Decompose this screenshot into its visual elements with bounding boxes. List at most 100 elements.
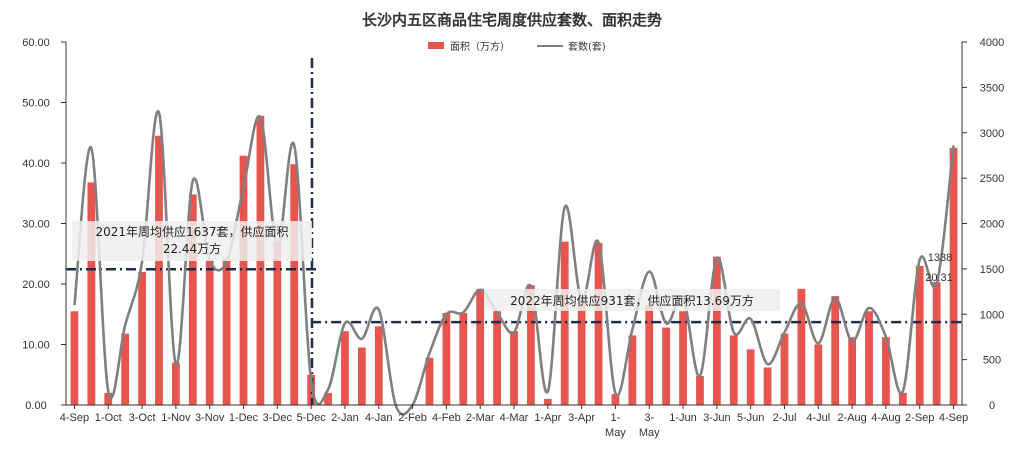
- y-left-tick-label: 50.00: [22, 98, 50, 110]
- x-tick-label: 3-May: [639, 412, 660, 439]
- y-left-tick-label: 40.00: [22, 158, 50, 170]
- bar: [679, 311, 687, 405]
- bar: [87, 182, 96, 405]
- x-tick-label: 3-Oct: [129, 412, 156, 424]
- y-right-tick-label: 2500: [980, 173, 1004, 185]
- y-left-tick-label: 60.00: [22, 37, 50, 49]
- x-tick-label: 5-Dec: [296, 412, 326, 424]
- bar: [324, 392, 332, 405]
- bar: [104, 392, 113, 405]
- x-tick-label: 4-Feb: [432, 412, 461, 424]
- y-left-tick-label: 30.00: [22, 219, 50, 231]
- x-tick-label: 4-Jan: [365, 412, 393, 424]
- x-tick-label: 3-Apr: [568, 412, 595, 424]
- legend-bar-swatch: [428, 42, 444, 49]
- count-line: [73, 109, 955, 416]
- bar: [138, 271, 146, 405]
- x-tick-label: 3-Jun: [703, 412, 731, 424]
- bar: [527, 285, 535, 405]
- bar: [476, 288, 485, 405]
- legend: 面积（万方） 套数(套): [428, 40, 606, 53]
- data-label-area: 20.31: [925, 272, 953, 284]
- bar: [898, 392, 907, 405]
- x-tick-label: 4-Sep: [60, 412, 89, 424]
- bar: [493, 311, 501, 405]
- y-right-tick-label: 3000: [980, 128, 1004, 140]
- bar: [848, 337, 856, 405]
- bar: [865, 311, 873, 405]
- legend-bar-label: 面积（万方）: [450, 40, 510, 53]
- y-right-tick-label: 1500: [980, 264, 1004, 276]
- annotation-2021-box: [72, 221, 312, 261]
- x-tick-label: 4-Jul: [806, 412, 830, 424]
- y-left-tick-label: 20.00: [22, 279, 50, 291]
- bar: [645, 305, 654, 405]
- y-right-tick-label: 2000: [980, 219, 1004, 231]
- bar: [222, 258, 231, 405]
- bar: [510, 331, 518, 405]
- x-tick-label: 2-Sep: [905, 412, 934, 424]
- legend-line-label: 套数(套): [568, 40, 606, 53]
- x-tick-label: 2-Mar: [466, 412, 495, 424]
- x-tick-label: 2-Jan: [331, 412, 359, 424]
- bar: [628, 335, 637, 405]
- chart-title: 长沙内五区商品住宅周度供应套数、面积走势: [362, 11, 662, 29]
- x-tick-label: 2-Jul: [773, 412, 797, 424]
- bar: [594, 242, 603, 405]
- bar: [239, 155, 248, 405]
- annotation-2022-box: [484, 289, 780, 311]
- bar: [205, 259, 214, 405]
- bar: [577, 302, 586, 405]
- x-tick-label: 5-Jun: [737, 412, 765, 424]
- y-right-tick-label: 0: [989, 400, 995, 412]
- y-right-tick-label: 3500: [980, 82, 1004, 94]
- bar: [712, 256, 721, 405]
- x-tick-label: 1-Oct: [95, 412, 122, 424]
- x-tick-label: 3-Nov: [195, 412, 225, 424]
- bar: [560, 241, 569, 405]
- bar: [172, 362, 180, 405]
- bar: [662, 327, 671, 405]
- bar: [70, 311, 79, 405]
- bar: [425, 357, 434, 405]
- bar: [932, 282, 941, 405]
- bar: [357, 347, 366, 405]
- annotation-2021-line2: 22.44万方: [163, 241, 221, 256]
- annotation-2022-text: 2022年周均供应931套，供应面积13.69万方: [510, 293, 754, 308]
- data-label-count: 1338: [928, 252, 952, 264]
- annotation-2021-line1: 2021年周均供应1637套，供应面积: [95, 224, 288, 239]
- x-tick-label: 4-Aug: [871, 412, 900, 424]
- y-right-tick-label: 4000: [980, 37, 1004, 49]
- bar: [121, 333, 130, 405]
- bar: [341, 331, 349, 405]
- bar: [746, 349, 755, 405]
- bar: [374, 326, 383, 405]
- y-axis-left: 0.00 10.00 20.00 30.00 40.00 50.00 60.00: [22, 37, 67, 412]
- bar: [814, 344, 823, 405]
- bar: [882, 337, 890, 405]
- bar: [188, 194, 197, 405]
- reference-lines: [66, 58, 962, 405]
- x-tick-label: 2-Feb: [398, 412, 427, 424]
- bar: [543, 398, 552, 405]
- bar: [797, 288, 806, 405]
- x-tick-label: 3-Dec: [263, 412, 293, 424]
- x-tick-label: 2-Aug: [837, 412, 866, 424]
- y-axis-right: 0 500 1000 1500 2000 2500 3000 3500 4000: [961, 37, 1004, 412]
- bar: [696, 375, 704, 405]
- bar: [780, 333, 789, 405]
- x-tick-label: 1-Apr: [534, 412, 561, 424]
- x-tick-label: 1-May: [605, 412, 626, 439]
- bar: [915, 265, 924, 405]
- y-left-tick-label: 0.00: [25, 400, 46, 412]
- x-tick-label: 4-Mar: [500, 412, 529, 424]
- x-tick-label: 1-Nov: [161, 412, 191, 424]
- bar: [949, 147, 958, 406]
- bar-series: [70, 115, 958, 406]
- bar: [155, 135, 163, 405]
- bar: [459, 313, 468, 405]
- bar: [273, 241, 282, 405]
- bar: [611, 394, 620, 405]
